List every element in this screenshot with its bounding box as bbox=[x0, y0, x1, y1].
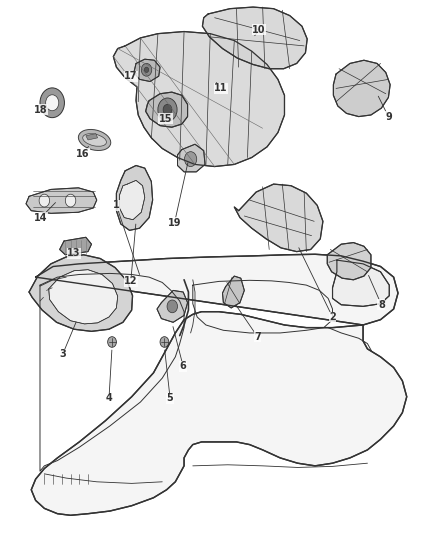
Text: 17: 17 bbox=[124, 71, 138, 81]
Polygon shape bbox=[146, 92, 187, 127]
Text: 1: 1 bbox=[113, 200, 120, 211]
Polygon shape bbox=[113, 31, 285, 166]
Circle shape bbox=[160, 337, 169, 348]
Circle shape bbox=[158, 98, 177, 122]
Text: 15: 15 bbox=[159, 114, 173, 124]
Text: 4: 4 bbox=[106, 393, 113, 403]
Text: 11: 11 bbox=[215, 83, 228, 93]
Text: 16: 16 bbox=[76, 149, 89, 159]
Polygon shape bbox=[86, 134, 98, 140]
Circle shape bbox=[46, 95, 59, 111]
Polygon shape bbox=[60, 237, 92, 255]
Text: 19: 19 bbox=[168, 218, 181, 228]
Polygon shape bbox=[333, 60, 390, 117]
Polygon shape bbox=[332, 260, 389, 306]
Text: 2: 2 bbox=[329, 312, 336, 322]
Circle shape bbox=[141, 63, 152, 76]
Polygon shape bbox=[202, 7, 307, 69]
Ellipse shape bbox=[78, 130, 111, 150]
Circle shape bbox=[163, 104, 172, 115]
Text: 5: 5 bbox=[167, 393, 173, 403]
Polygon shape bbox=[177, 144, 205, 172]
Circle shape bbox=[145, 67, 149, 72]
Text: 18: 18 bbox=[34, 104, 48, 115]
Polygon shape bbox=[117, 165, 152, 230]
Polygon shape bbox=[157, 290, 187, 322]
Text: 6: 6 bbox=[180, 361, 187, 372]
Text: 7: 7 bbox=[254, 332, 261, 342]
Text: 14: 14 bbox=[34, 213, 48, 223]
Circle shape bbox=[167, 300, 177, 313]
Text: 8: 8 bbox=[378, 300, 385, 310]
Text: 9: 9 bbox=[385, 111, 392, 122]
Circle shape bbox=[40, 88, 64, 118]
Ellipse shape bbox=[83, 134, 106, 146]
Polygon shape bbox=[327, 243, 371, 280]
Circle shape bbox=[65, 194, 76, 207]
Polygon shape bbox=[26, 188, 97, 213]
Circle shape bbox=[39, 194, 49, 207]
Polygon shape bbox=[234, 184, 323, 252]
Circle shape bbox=[108, 337, 117, 348]
Text: 12: 12 bbox=[124, 277, 138, 286]
Polygon shape bbox=[31, 254, 407, 515]
Polygon shape bbox=[223, 276, 244, 308]
Polygon shape bbox=[29, 255, 133, 332]
Text: 3: 3 bbox=[59, 349, 66, 359]
Circle shape bbox=[184, 152, 197, 166]
Polygon shape bbox=[49, 270, 118, 324]
Text: 10: 10 bbox=[252, 25, 266, 35]
Text: 13: 13 bbox=[67, 248, 81, 258]
Polygon shape bbox=[120, 180, 145, 220]
Polygon shape bbox=[134, 59, 160, 82]
